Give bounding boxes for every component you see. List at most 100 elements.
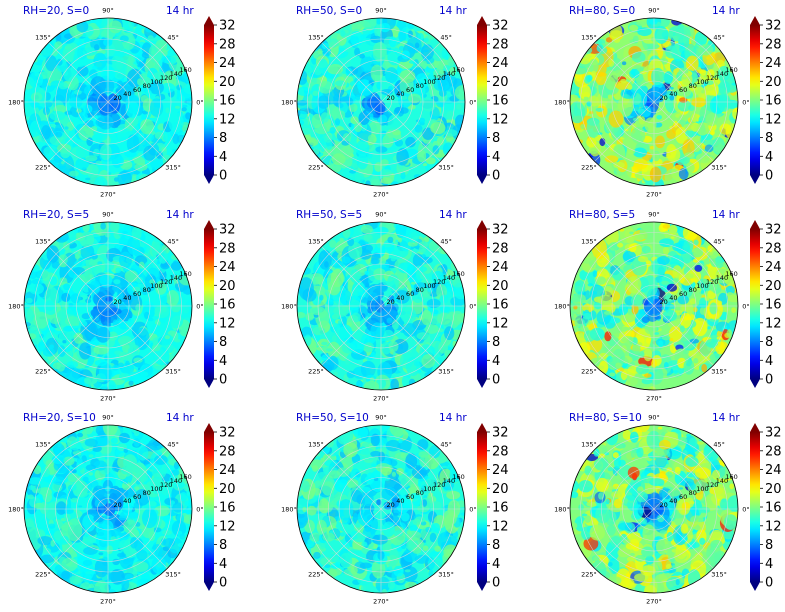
colorbar-gradient [477,432,487,582]
angle-tick-label: 315° [711,368,727,376]
angle-tick-label: 315° [438,571,454,579]
radial-tick-label: 140 [716,477,728,485]
angle-tick-label: 90° [648,7,660,15]
radial-tick-label: 100 [150,485,162,493]
colorbar-tick-label: 8 [765,538,773,553]
colorbar-tick-label: 24 [219,56,236,71]
colorbar-tick-label: 20 [492,279,509,294]
angle-tick-label: 0° [469,303,476,311]
angle-tick-label: 135° [308,440,324,448]
colorbar-tick-label: 8 [219,131,227,146]
angle-tick-label: 315° [165,164,181,172]
colorbar: 0 4 8 12 16 20 24 28 32 [204,220,236,388]
angular-grid-line [48,508,109,569]
colorbar-tick-label: 12 [219,519,236,534]
colorbar-tick-label: 12 [765,112,782,127]
angle-tick-label: 270° [100,191,116,199]
colorbar-tick-label: 8 [765,131,773,146]
angle-tick-label: 180° [281,506,297,514]
radial-tick-label: 160 [725,270,737,278]
angle-tick-label: 180° [8,303,24,311]
angular-grid-line [107,246,168,307]
angle-tick-label: 135° [581,33,597,41]
colorbar-extend-bottom [477,379,487,388]
radial-tick-label: 120 [160,481,172,489]
angle-tick-label: 225° [308,164,324,172]
colorbar: 0 4 8 12 16 20 24 28 32 [477,16,509,184]
colorbar-extend-bottom [750,582,760,591]
colorbar-tick-label: 16 [492,298,509,313]
angle-tick-label: 45° [713,440,725,448]
angle-tick-label: 315° [711,571,727,579]
colorbar-tick-label: 0 [492,576,500,591]
colorbar-tick-label: 12 [492,316,509,331]
panel-time-label: 14 hr [712,412,740,424]
angle-tick-label: 225° [308,571,324,579]
panel-time-label: 14 hr [439,412,467,424]
radial-tick-label: 160 [452,270,464,278]
colorbar-tick-label: 8 [765,335,773,350]
angle-tick-label: 270° [646,191,662,199]
radial-tick-label: 20 [387,501,395,509]
angle-tick-label: 45° [167,237,179,245]
radial-tick-label: 20 [387,298,395,306]
angle-tick-label: 45° [440,33,452,41]
angle-tick-label: 135° [308,33,324,41]
radial-tick-label: 60 [133,86,141,94]
radial-tick-label: 140 [716,274,728,282]
colorbar-extend-top [204,16,214,25]
colorbar-extend-top [477,16,487,25]
radial-tick-label: 140 [443,477,455,485]
angular-grid-line [594,305,655,366]
angular-grid-line [380,42,441,103]
colorbar-tick-label: 16 [219,94,236,109]
angle-tick-label: 45° [167,440,179,448]
colorbar-tick-label: 8 [219,538,227,553]
angle-tick-label: 45° [713,33,725,41]
angular-grid-line [107,305,168,366]
radial-tick-label: 60 [679,493,687,501]
angular-grid-line [48,449,109,510]
panel-title: RH=50, S=10 [296,412,369,424]
radial-tick-label: 100 [423,282,435,290]
angular-grid-line [107,508,168,569]
angular-grid-line [653,246,714,307]
radial-tick-label: 20 [660,298,668,306]
angle-tick-label: 270° [646,598,662,606]
colorbar-tick-label: 4 [765,557,773,572]
radial-tick-label: 60 [679,86,687,94]
colorbar-tick-label: 12 [765,519,782,534]
angle-tick-label: 135° [35,33,51,41]
radial-tick-label: 40 [669,294,677,302]
radial-tick-label: 60 [679,290,687,298]
colorbar-gradient [477,25,487,175]
colorbar-tick-label: 24 [492,56,509,71]
colorbar-tick-label: 24 [219,463,236,478]
angle-tick-label: 90° [102,211,114,219]
angle-tick-label: 270° [373,191,389,199]
angle-tick-label: 90° [375,414,387,422]
colorbar-tick-label: 0 [219,576,227,591]
angular-grid-line [653,449,714,510]
angle-tick-label: 135° [35,440,51,448]
colorbar: 0 4 8 12 16 20 24 28 32 [204,16,236,184]
colorbar-tick-label: 32 [219,223,236,238]
angle-tick-label: 315° [438,164,454,172]
colorbar-tick-label: 0 [765,373,773,388]
panel-title: RH=20, S=10 [23,412,96,424]
angular-grid-line [321,101,382,162]
angular-grid-line [594,42,655,103]
colorbar-extend-top [750,423,760,432]
radial-tick-label: 140 [170,274,182,282]
colorbar-tick-label: 8 [492,131,500,146]
colorbar-tick-label: 16 [492,94,509,109]
angle-tick-label: 0° [742,506,749,514]
radial-tick-label: 20 [660,501,668,509]
polar-outline [296,17,466,187]
colorbar-extend-top [750,220,760,229]
radial-tick-label: 60 [133,290,141,298]
colorbar-tick-label: 28 [492,444,509,459]
angle-tick-label: 225° [581,368,597,376]
